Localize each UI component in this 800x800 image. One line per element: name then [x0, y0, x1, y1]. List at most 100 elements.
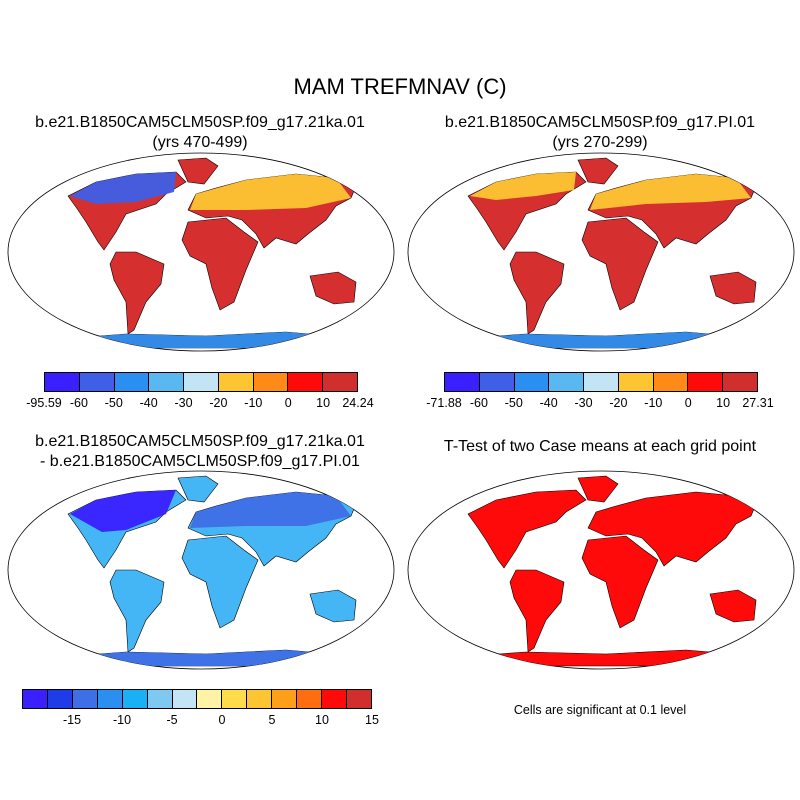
- panel-3-title-line-2: - b.e21.B1850CAM5CLM50SP.f09_g17.PI.01: [40, 453, 360, 470]
- panel-3-colorbar-bin: [322, 690, 347, 708]
- panel-2-title-line-2: (yrs 270-299): [552, 134, 648, 151]
- panel-3-map: [7, 470, 395, 670]
- panel-1-australia: [309, 271, 357, 305]
- panel-2-colorbar-bin: [723, 373, 758, 391]
- significance-note: Cells are significant at 0.1 level: [513, 703, 687, 717]
- panel-2-colorbar-tick-label: 0: [684, 396, 692, 410]
- panel-1-colorbar-tick-label: 0: [284, 396, 292, 410]
- panel-4-north-america: [467, 489, 587, 569]
- panel-3-colorbar-bin: [297, 690, 323, 708]
- panel-4-title: T-Test of two Case means at each grid po…: [400, 437, 800, 457]
- panel-3-colorbar-bin: [346, 690, 371, 708]
- panel-1-colorbar-tick-label: -20: [209, 396, 228, 410]
- panel-4-south-america: [509, 569, 565, 653]
- panel-2-colorbar-bin: [584, 373, 619, 391]
- panel-3-colorbar-tick-label: -15: [62, 713, 82, 727]
- panel-1-colorbar: [44, 372, 358, 392]
- panel-3-colorbar-tick-label: 0: [218, 713, 226, 727]
- panel-2-colorbar-tick-label: -40: [539, 396, 558, 410]
- panel-3-colorbar: [22, 689, 372, 709]
- panel-2-colorbar-tick-label: 27.31: [742, 396, 774, 410]
- panel-1-colorbar-tick-label: -40: [139, 396, 158, 410]
- panel-1-colorbar-bin: [114, 373, 150, 391]
- panel-1-colorbar-bin: [79, 373, 115, 391]
- panel-2-colorbar-tick-label: -71.88: [426, 396, 462, 410]
- panel-4-africa: [581, 535, 659, 629]
- panel-3-title: b.e21.B1850CAM5CLM50SP.f09_g17.21ka.01 -…: [0, 432, 400, 472]
- panel-2-title: b.e21.B1850CAM5CLM50SP.f09_g17.PI.01 (yr…: [400, 113, 800, 153]
- panel-1-title-line-2: (yrs 470-499): [152, 134, 248, 151]
- panel-1-north-america-cold: [70, 172, 176, 204]
- panel-3-eurasia-anomaly: [190, 492, 351, 528]
- panel-1-south-america: [109, 251, 165, 335]
- panel-1-colorbar-tick-label: -95.59: [26, 396, 62, 410]
- panel-3-greenland: [177, 475, 219, 503]
- panel-3-australia: [309, 589, 357, 623]
- panel-3-south-america: [109, 569, 165, 653]
- panel-2-eurasia-cool: [590, 174, 751, 210]
- panel-1-greenland: [177, 157, 219, 185]
- panel-3-colorbar-bin: [122, 690, 148, 708]
- panel-1-colorbar-tick-label: -30: [174, 396, 193, 410]
- panel-2-colorbar: [444, 372, 758, 392]
- panel-3-colorbar-tick-label: -5: [166, 713, 178, 727]
- panel-3-colorbar-bin: [47, 690, 73, 708]
- panel-3-colorbar-tick-label: -10: [112, 713, 132, 727]
- panel-1-title-line-1: b.e21.B1850CAM5CLM50SP.f09_g17.21ka.01: [35, 114, 365, 131]
- panel-3-colorbar-bin: [272, 690, 298, 708]
- panel-3-colorbar-bin: [222, 690, 248, 708]
- panel-2-south-america: [509, 251, 565, 335]
- panel-2-colorbar-bin: [688, 373, 724, 391]
- panel-1-colorbar-bin: [149, 373, 185, 391]
- panel-1-colorbar-tick-label: -10: [244, 396, 263, 410]
- panel-3-north-america-anomaly: [70, 490, 176, 532]
- panel-2-colorbar-bin: [549, 373, 585, 391]
- panel-4-eurasia: [587, 491, 757, 567]
- panel-3-colorbar-tick-label: 15: [365, 713, 379, 727]
- panel-3-colorbar-bin: [147, 690, 173, 708]
- panel-2-map: [407, 152, 795, 352]
- panel-4-greenland: [577, 475, 619, 503]
- panel-2-australia: [709, 271, 757, 305]
- panel-2-colorbar-tick-label: 10: [716, 396, 731, 410]
- panel-3-colorbar-bin: [247, 690, 273, 708]
- panel-4-map: [407, 470, 795, 670]
- panel-1-colorbar-tick-label: -60: [69, 396, 88, 410]
- panel-1-colorbar-bin: [323, 373, 358, 391]
- panel-3-colorbar-tick-label: 5: [268, 713, 276, 727]
- panel-1-colorbar-bin: [253, 373, 289, 391]
- panel-4-title-line-1: T-Test of two Case means at each grid po…: [443, 438, 757, 455]
- panel-1-colorbar-tick-label: 24.24: [342, 396, 374, 410]
- panel-2-colorbar-bin: [514, 373, 550, 391]
- panel-2-colorbar-bin: [445, 373, 480, 391]
- panel-1-map: [7, 152, 395, 352]
- figure-title: MAM TREFMNAV (C): [293, 74, 507, 99]
- panel-2-colorbar-tick-label: -10: [644, 396, 663, 410]
- panel-1-colorbar-tick-label: 10: [316, 396, 331, 410]
- panel-2-colorbar-tick-label: -20: [609, 396, 628, 410]
- panel-1-title: b.e21.B1850CAM5CLM50SP.f09_g17.21ka.01 (…: [0, 113, 400, 153]
- panel-3-colorbar-bin: [23, 690, 48, 708]
- panel-3-colorbar-bin: [72, 690, 98, 708]
- panel-3-africa: [181, 535, 259, 629]
- panel-3-colorbar-bin: [197, 690, 223, 708]
- panel-1-colorbar-bin: [218, 373, 254, 391]
- panel-2-colorbar-tick-label: -60: [469, 396, 488, 410]
- panel-3-colorbar-bin: [172, 690, 198, 708]
- panel-2-colorbar-tick-label: -30: [574, 396, 593, 410]
- panel-2-colorbar-bin: [618, 373, 654, 391]
- panel-1-eurasia-cool: [190, 174, 351, 210]
- panel-2-colorbar-bin: [479, 373, 515, 391]
- panel-1-africa: [181, 217, 259, 311]
- panel-2-greenland: [577, 157, 619, 185]
- panel-1-colorbar-bin: [184, 373, 219, 391]
- panel-3-colorbar-tick-label: 10: [315, 713, 329, 727]
- panel-2-colorbar-tick-label: -50: [504, 396, 523, 410]
- panel-2-title-line-1: b.e21.B1850CAM5CLM50SP.f09_g17.PI.01: [444, 114, 756, 131]
- panel-1-colorbar-bin: [45, 373, 80, 391]
- panel-1-colorbar-tick-label: -50: [104, 396, 123, 410]
- panel-2-colorbar-bin: [653, 373, 689, 391]
- panel-3-colorbar-bin: [97, 690, 123, 708]
- panel-3-title-line-1: b.e21.B1850CAM5CLM50SP.f09_g17.21ka.01: [35, 433, 365, 450]
- panel-1-colorbar-bin: [288, 373, 324, 391]
